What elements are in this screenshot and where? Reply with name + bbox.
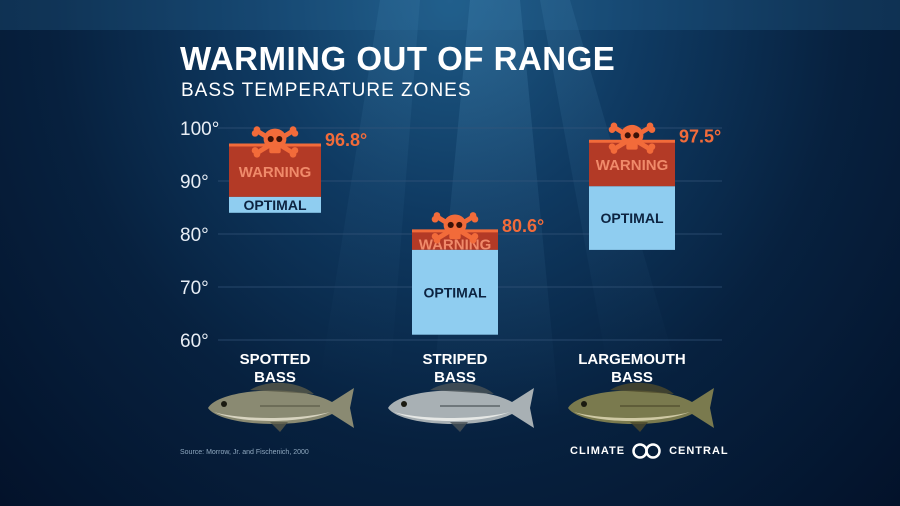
optimal-bar bbox=[412, 249, 498, 335]
bass-fish-icon bbox=[568, 382, 714, 432]
chart-title: WARMING OUT OF RANGE bbox=[180, 40, 616, 77]
max-temp-label: 97.5° bbox=[679, 126, 721, 146]
chart-subtitle: BASS TEMPERATURE ZONES bbox=[181, 80, 472, 101]
optimal-label: OPTIMAL bbox=[424, 284, 487, 300]
optimal-label: OPTIMAL bbox=[601, 210, 664, 226]
optimal-bar bbox=[229, 196, 321, 213]
skull-crossbones-icon bbox=[608, 122, 656, 154]
category-label: BASS bbox=[434, 369, 476, 386]
y-tick-label: 60° bbox=[180, 331, 209, 352]
logo-text-right: CENTRAL bbox=[669, 445, 729, 457]
optimal-label: OPTIMAL bbox=[244, 197, 307, 213]
y-tick-label: 80° bbox=[180, 225, 209, 246]
max-temp-label: 80.6° bbox=[502, 216, 544, 236]
skull-crossbones-icon bbox=[251, 126, 299, 158]
climate-central-logo: CLIMATE CENTRAL bbox=[570, 443, 729, 459]
y-tick-label: 70° bbox=[180, 278, 209, 299]
logo-rings-icon bbox=[632, 443, 661, 459]
optimal-bar bbox=[589, 186, 675, 250]
source-note: Source: Morrow, Jr. and Fischenich, 2000 bbox=[180, 449, 309, 456]
category-label: STRIPED bbox=[422, 351, 487, 368]
category-label: BASS bbox=[254, 369, 296, 386]
logo-text-left: CLIMATE bbox=[570, 445, 626, 457]
warning-bar bbox=[229, 144, 321, 197]
category-label: SPOTTED bbox=[240, 351, 311, 368]
y-tick-label: 100° bbox=[180, 119, 219, 140]
max-temp-label: 96.8° bbox=[325, 130, 367, 150]
skull-crossbones-icon bbox=[431, 212, 479, 244]
bass-fish-icon bbox=[208, 382, 354, 432]
warning-label: WARNING bbox=[596, 157, 669, 174]
bass-fish-icon bbox=[388, 382, 534, 432]
y-tick-label: 90° bbox=[180, 172, 209, 193]
category-label: LARGEMOUTH bbox=[578, 351, 686, 368]
warning-label: WARNING bbox=[239, 164, 312, 181]
category-label: BASS bbox=[611, 369, 653, 386]
